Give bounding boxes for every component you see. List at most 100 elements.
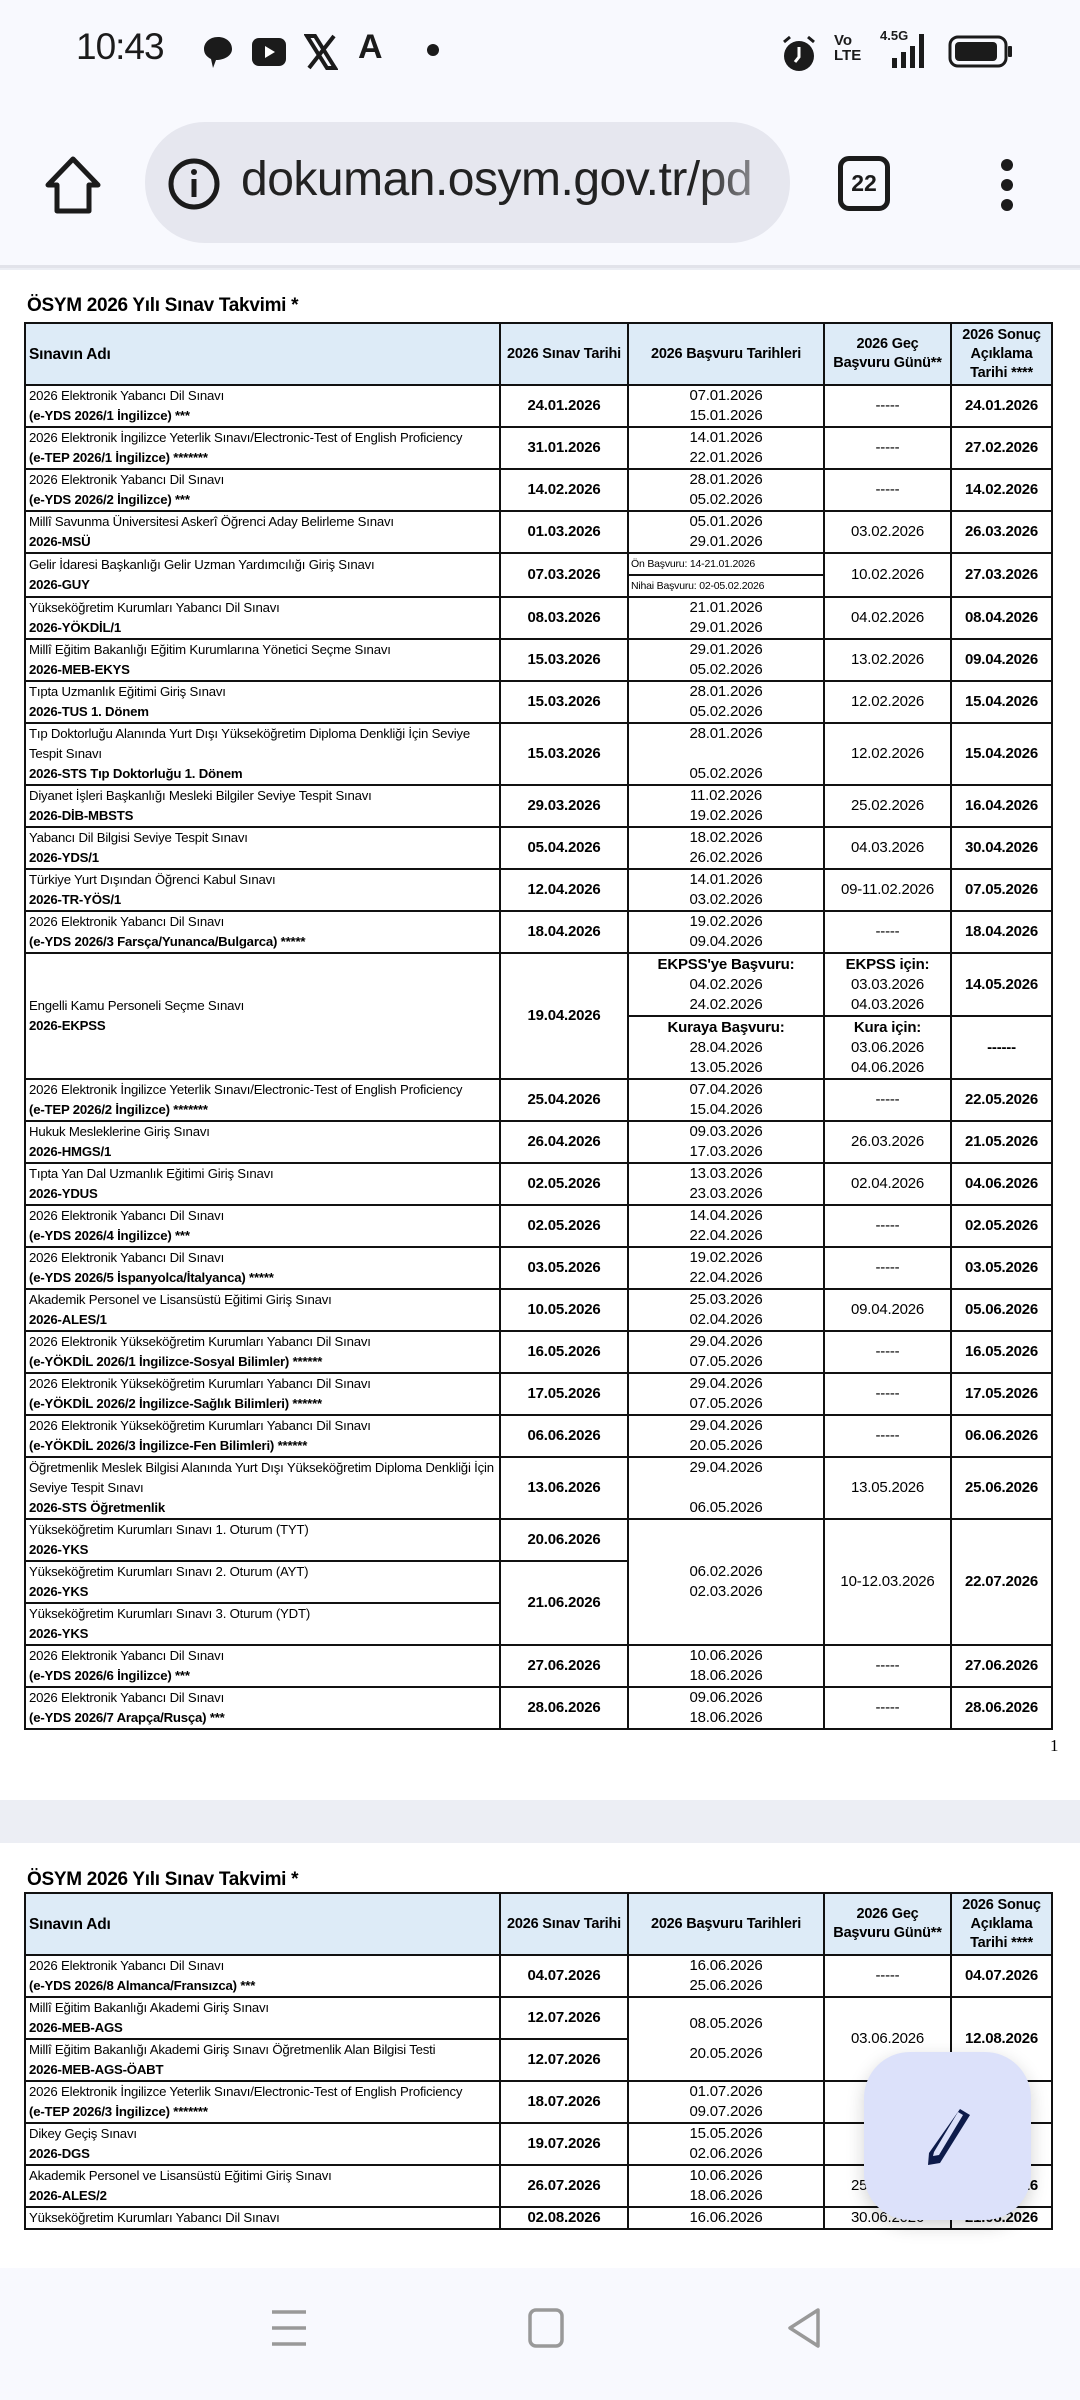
late-application: -----: [823, 1644, 952, 1688]
lottery-late: Kura için: 03.06.2026 04.06.2026: [823, 1015, 952, 1080]
table-row: Diyanet İşleri Başkanlığı Mesleki Bilgil…: [24, 784, 1053, 828]
header-exam-name: Sınavın Adı: [24, 1892, 501, 1956]
table-body-ekpss: Engelli Kamu Personeli Seçme Sınavı 2026-…: [24, 952, 1053, 1080]
app-start: 18.02.2026: [689, 829, 763, 846]
final-application: Nihai Başvuru: 02-05.02.2026: [627, 574, 825, 598]
app-start: 29.04.2026: [689, 1333, 763, 1350]
app-start: 05.01.2026: [689, 513, 763, 530]
network-type: 4.5G: [880, 28, 909, 43]
app-start: 29.04.2026: [689, 1417, 763, 1434]
info-icon[interactable]: [167, 157, 221, 211]
exam-date: 07.03.2026: [499, 552, 629, 598]
result-date: 15.04.2026: [950, 722, 1053, 786]
exam-name-cell: Millî Eğitim Bakanlığı Akademi Giriş Sın…: [24, 1996, 501, 2040]
late-application: -----: [823, 468, 952, 512]
app-end: 02.04.2026: [689, 1311, 763, 1328]
menu-icon[interactable]: [995, 158, 1019, 212]
late-application: 12.02.2026: [823, 722, 952, 786]
table-row: Öğretmenlik Meslek Bilgisi Alanında Yurt…: [24, 1456, 1053, 1520]
table-row: Millî Eğitim Bakanlığı Eğitim Kurumların…: [24, 638, 1053, 682]
result-date: 25.06.2026: [950, 1456, 1053, 1520]
exam-name-cell: Millî Eğitim Bakanlığı Akademi Giriş Sın…: [24, 2038, 501, 2082]
application-dates: 15.05.2026 02.06.2026: [627, 2122, 825, 2166]
exam-date: 28.06.2026: [499, 1686, 629, 1730]
exam-name: Millî Savunma Üniversitesi Askerî Öğrenc…: [29, 514, 394, 529]
app-start: 09.03.2026: [689, 1123, 763, 1140]
exam-name: 2026 Elektronik Yabancı Dil Sınavı: [29, 1958, 225, 1973]
exam-name: Yükseköğretim Kurumları Sınavı 2. Oturum…: [29, 1564, 309, 1579]
exam-name-cell: 2026 Elektronik Yabancı Dil Sınavı (e-YDS…: [24, 1954, 501, 1998]
table-row: Yükseköğretim Kurumları Yabancı Dil Sına…: [24, 2206, 1053, 2230]
exam-code: 2026-DİB-MBSTS: [29, 808, 134, 823]
exam-date: 20.06.2026: [499, 1518, 629, 1562]
url-text[interactable]: dokuman.osym.gov.tr/pd: [241, 153, 753, 206]
result-date: 18.04.2026: [950, 910, 1053, 954]
table-row: Türkiye Yurt Dışından Öğrenci Kabul Sına…: [24, 868, 1053, 912]
home-icon[interactable]: [44, 155, 102, 215]
result-date: 03.05.2026: [950, 1246, 1053, 1290]
application-dates: 11.02.2026 19.02.2026: [627, 784, 825, 828]
home-nav-icon[interactable]: [528, 2308, 564, 2348]
application-dates: 29.01.2026 05.02.2026: [627, 638, 825, 682]
app-end: 20.05.2026: [689, 1437, 763, 1454]
exam-name-cell: Hukuk Mesleklerine Giriş Sınavı 2026-HMGS…: [24, 1120, 501, 1164]
ekpss-late: EKPSS için: 03.03.2026 04.03.2026: [823, 952, 952, 1017]
exam-name: Akademik Personel ve Lisansüstü Eğitimi …: [29, 2168, 332, 2183]
exam-name: Yabancı Dil Bilgisi Seviye Tespit Sınavı: [29, 830, 248, 845]
exam-name: 2026 Elektronik Yabancı Dil Sınavı: [29, 914, 225, 929]
result-date: 02.05.2026: [950, 1204, 1053, 1248]
exam-date: 29.03.2026: [499, 784, 629, 828]
dot-icon: [427, 44, 439, 56]
table-row: Engelli Kamu Personeli Seçme Sınavı 2026-…: [24, 952, 1053, 1080]
table-row: Akademik Personel ve Lisansüstü Eğitimi …: [24, 1288, 1053, 1332]
back-icon[interactable]: [786, 2308, 822, 2348]
pdf-page-2: ÖSYM 2026 Yılı Sınav Takvimi * Sınavın A…: [0, 1843, 1080, 2283]
app-start: 09.06.2026: [689, 1689, 763, 1706]
exam-name-cell: 2026 Elektronik Yükseköğretim Kurumları …: [24, 1372, 501, 1416]
exam-name: Gelir İdaresi Başkanlığı Gelir Uzman Yar…: [29, 557, 375, 572]
application-dates: 06.02.2026 02.03.2026: [627, 1518, 825, 1646]
table-row: Tıp Doktorluğu Alanında Yurt Dışı Yüksek…: [24, 722, 1053, 786]
exam-code: 2026-STS Öğretmenlik: [29, 1500, 165, 1515]
late-application: 09.04.2026: [823, 1288, 952, 1332]
app-start: 29.04.2026: [689, 1375, 763, 1392]
exam-name-cell: Akademik Personel ve Lisansüstü Eğitimi …: [24, 2164, 501, 2208]
result-date: 04.07.2026: [950, 1954, 1053, 1998]
exam-name-cell: 2026 Elektronik İngilizce Yeterlik Sınav…: [24, 426, 501, 470]
address-bar[interactable]: dokuman.osym.gov.tr/pd: [145, 122, 790, 243]
result-date: ------: [950, 1015, 1053, 1080]
application-dates: 07.04.2026 15.04.2026: [627, 1078, 825, 1122]
application-dates: 28.01.2026 05.02.2026: [627, 722, 825, 786]
exam-name: Engelli Kamu Personeli Seçme Sınavı: [29, 998, 245, 1013]
exam-date: 15.03.2026: [499, 722, 629, 786]
late-application: 04.03.2026: [823, 826, 952, 870]
result-date: 28.06.2026: [950, 1686, 1053, 1730]
application-dates: 09.03.2026 17.03.2026: [627, 1120, 825, 1164]
tabs-button[interactable]: 22: [838, 156, 890, 211]
exam-code: 2026-EKPSS: [29, 1018, 106, 1033]
exam-name-cell: 2026 Elektronik Yabancı Dil Sınavı (e-YDS…: [24, 1686, 501, 1730]
exam-code: 2026-MEB-AGS: [29, 2020, 123, 2035]
exam-date: 05.04.2026: [499, 826, 629, 870]
late-application: 13.05.2026: [823, 1456, 952, 1520]
application-dates: 16.06.2026 25.06.2026: [627, 1954, 825, 1998]
table-body-yks: Yükseköğretim Kurumları Sınavı 1. Oturum…: [24, 1518, 1053, 1646]
exam-date: 08.03.2026: [499, 596, 629, 640]
late-start: 03.06.2026: [850, 1038, 925, 1056]
result-date: 26.03.2026: [950, 510, 1053, 554]
recents-icon[interactable]: [270, 2308, 308, 2348]
exam-name: 2026 Elektronik Yabancı Dil Sınavı: [29, 472, 225, 487]
exam-name-cell: 2026 Elektronik Yükseköğretim Kurumları …: [24, 1330, 501, 1374]
exam-code: (e-YDS 2026/1 İngilizce) ***: [29, 408, 190, 423]
table-row: Yükseköğretim Kurumları Sınavı 3. Oturum…: [24, 1602, 1052, 1646]
exam-date: 02.05.2026: [499, 1162, 629, 1206]
edit-fab-button[interactable]: [864, 2052, 1031, 2220]
table-row: 2026 Elektronik Yükseköğretim Kurumları …: [24, 1330, 1053, 1374]
app-start: 19.02.2026: [689, 913, 763, 930]
document-title: ÖSYM 2026 Yılı Sınav Takvimi *: [27, 1869, 299, 1890]
exam-code: 2026-MSÜ: [29, 534, 91, 549]
exam-name: Tıpta Yan Dal Uzmanlık Eğitimi Giriş Sın…: [29, 1166, 274, 1181]
header-late-application: 2026 Geç Başvuru Günü**: [823, 1892, 952, 1956]
table-header-row: Sınavın Adı 2026 Sınav Tarihi 2026 Başvu…: [24, 1892, 1053, 1956]
exam-calendar-table: Sınavın Adı 2026 Sınav Tarihi 2026 Başvu…: [24, 322, 1053, 1730]
